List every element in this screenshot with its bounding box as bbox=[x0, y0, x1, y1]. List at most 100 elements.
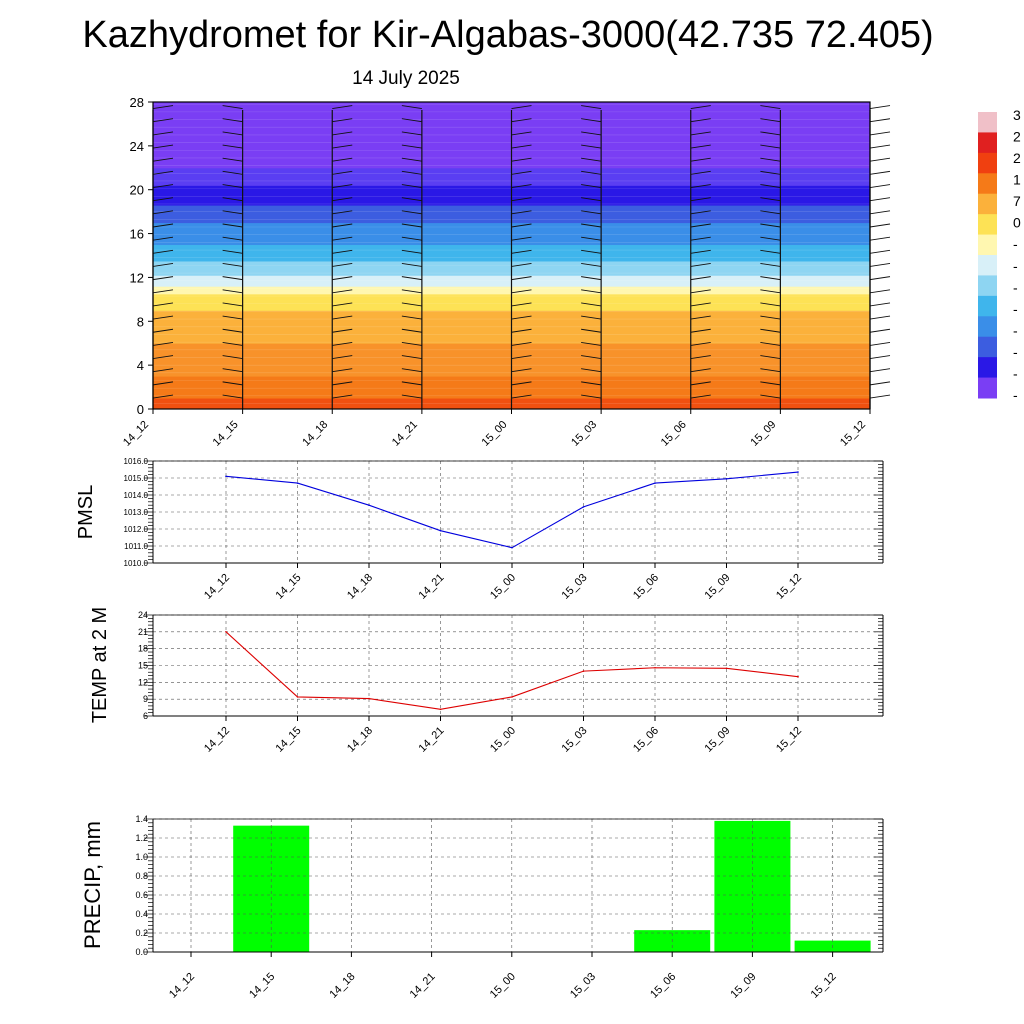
wind-barb bbox=[869, 118, 891, 123]
colorbar-label: 0 bbox=[1013, 215, 1021, 231]
wind-barb bbox=[869, 328, 891, 333]
wind-barb bbox=[152, 157, 174, 162]
wind-barb bbox=[690, 381, 711, 386]
x-tick-label: 14_15 bbox=[247, 971, 277, 1001]
wind-barb bbox=[401, 381, 422, 386]
wind-barb bbox=[690, 197, 711, 202]
wind-barb bbox=[581, 236, 602, 241]
x-tick-label: 14_21 bbox=[417, 572, 447, 602]
wind-barb bbox=[581, 223, 602, 228]
wind-barb bbox=[332, 197, 353, 202]
wind-barb bbox=[511, 157, 532, 162]
colorbar: 3 2 2 1 7 0 - - - - - - - - bbox=[978, 107, 1021, 403]
wind-barb bbox=[401, 144, 422, 149]
wind-barb bbox=[760, 315, 781, 320]
figure-subtitle: 14 July 2025 bbox=[352, 68, 460, 89]
wind-barb bbox=[690, 289, 711, 294]
wind-barb bbox=[760, 276, 781, 281]
y-tick-label: 21 bbox=[138, 627, 148, 637]
x-tick-label: 14_21 bbox=[408, 971, 438, 1001]
wind-barb bbox=[401, 105, 422, 110]
wind-barb bbox=[511, 197, 532, 202]
wind-barb bbox=[760, 223, 781, 228]
wind-barb bbox=[581, 341, 602, 346]
x-tick-label: 14_18 bbox=[345, 572, 375, 602]
wind-barb bbox=[332, 184, 353, 188]
wind-barb bbox=[581, 210, 602, 215]
wind-barb bbox=[332, 302, 353, 307]
wind-barb bbox=[222, 394, 243, 399]
y-tick-label: 1013.0 bbox=[124, 508, 149, 517]
data-point bbox=[225, 475, 227, 478]
wind-barb bbox=[760, 263, 781, 267]
colorbar-label: 2 bbox=[1013, 129, 1021, 145]
y-tick-label: 18 bbox=[138, 644, 148, 654]
wind-barb bbox=[511, 315, 532, 320]
colorbar-label: 2 bbox=[1013, 150, 1021, 166]
wind-barb bbox=[869, 289, 891, 294]
wind-barb bbox=[222, 157, 243, 162]
wind-barb bbox=[152, 381, 174, 386]
wind-barb bbox=[401, 341, 422, 346]
wind-barb bbox=[332, 236, 353, 241]
x-tick-label: 15_03 bbox=[560, 725, 590, 755]
wind-barb bbox=[152, 184, 174, 188]
y-tick-label: 0.0 bbox=[135, 947, 148, 957]
wind-barb bbox=[760, 184, 781, 188]
y-tick-label: 4 bbox=[137, 358, 144, 373]
wind-barb bbox=[869, 276, 891, 281]
wind-barb bbox=[332, 223, 353, 228]
x-tick-label: 14_18 bbox=[300, 419, 330, 449]
colorbar-label: - bbox=[1013, 301, 1018, 317]
y-tick-label: 1015.0 bbox=[124, 474, 149, 483]
wind-barb bbox=[690, 144, 711, 149]
wind-barb bbox=[581, 394, 602, 399]
y-tick-label: 0.6 bbox=[135, 890, 148, 900]
x-tick-label: 15_06 bbox=[648, 971, 678, 1001]
wind-barb bbox=[760, 210, 781, 215]
data-point bbox=[582, 670, 585, 672]
colorbar-label: - bbox=[1013, 365, 1018, 381]
wind-barb bbox=[401, 210, 422, 215]
wind-barb bbox=[760, 341, 781, 346]
wind-barb bbox=[869, 223, 891, 228]
wind-barb bbox=[690, 341, 711, 346]
colorbar-swatch bbox=[978, 357, 997, 379]
x-tick-label: 15_00 bbox=[480, 419, 510, 449]
wind-barb bbox=[690, 302, 711, 307]
y-tick-label: 1.2 bbox=[135, 833, 148, 843]
wind-barb bbox=[401, 118, 422, 123]
y-tick-label: 8 bbox=[137, 314, 144, 329]
wind-barb bbox=[581, 105, 602, 110]
wind-barb bbox=[332, 263, 353, 267]
wind-barb bbox=[511, 355, 532, 360]
wind-barb bbox=[511, 223, 532, 228]
wind-barb bbox=[690, 394, 711, 399]
wind-barb bbox=[401, 394, 422, 399]
colorbar-swatch bbox=[978, 173, 997, 195]
wind-barb bbox=[152, 328, 174, 333]
wind-barb bbox=[760, 381, 781, 386]
wind-barb bbox=[401, 197, 422, 202]
x-tick-label: 14_12 bbox=[167, 971, 197, 1001]
wind-barb bbox=[332, 394, 353, 399]
x-tick-label: 15_00 bbox=[488, 572, 518, 602]
x-tick-label: 14_18 bbox=[345, 725, 375, 755]
wind-barb bbox=[222, 249, 243, 254]
wind-barb bbox=[690, 131, 711, 136]
wind-barb bbox=[152, 263, 174, 267]
cross-section-panel: 0 4 8 12 16 20 24 28 14_12 14_15 14_18 14_21 15_00 15… bbox=[121, 95, 891, 449]
wind-barb bbox=[760, 355, 781, 360]
wind-barb bbox=[222, 131, 243, 136]
wind-barb bbox=[760, 105, 781, 110]
colorbar-swatch bbox=[978, 377, 997, 399]
y-tick-label: 0.8 bbox=[135, 871, 148, 881]
wind-barb bbox=[760, 118, 781, 123]
wind-barb bbox=[332, 315, 353, 320]
wind-barb bbox=[401, 315, 422, 320]
wind-barb bbox=[401, 131, 422, 136]
precip-bar bbox=[233, 825, 310, 952]
data-point bbox=[439, 708, 442, 711]
wind-barb bbox=[332, 210, 353, 215]
wind-barb bbox=[869, 105, 891, 110]
